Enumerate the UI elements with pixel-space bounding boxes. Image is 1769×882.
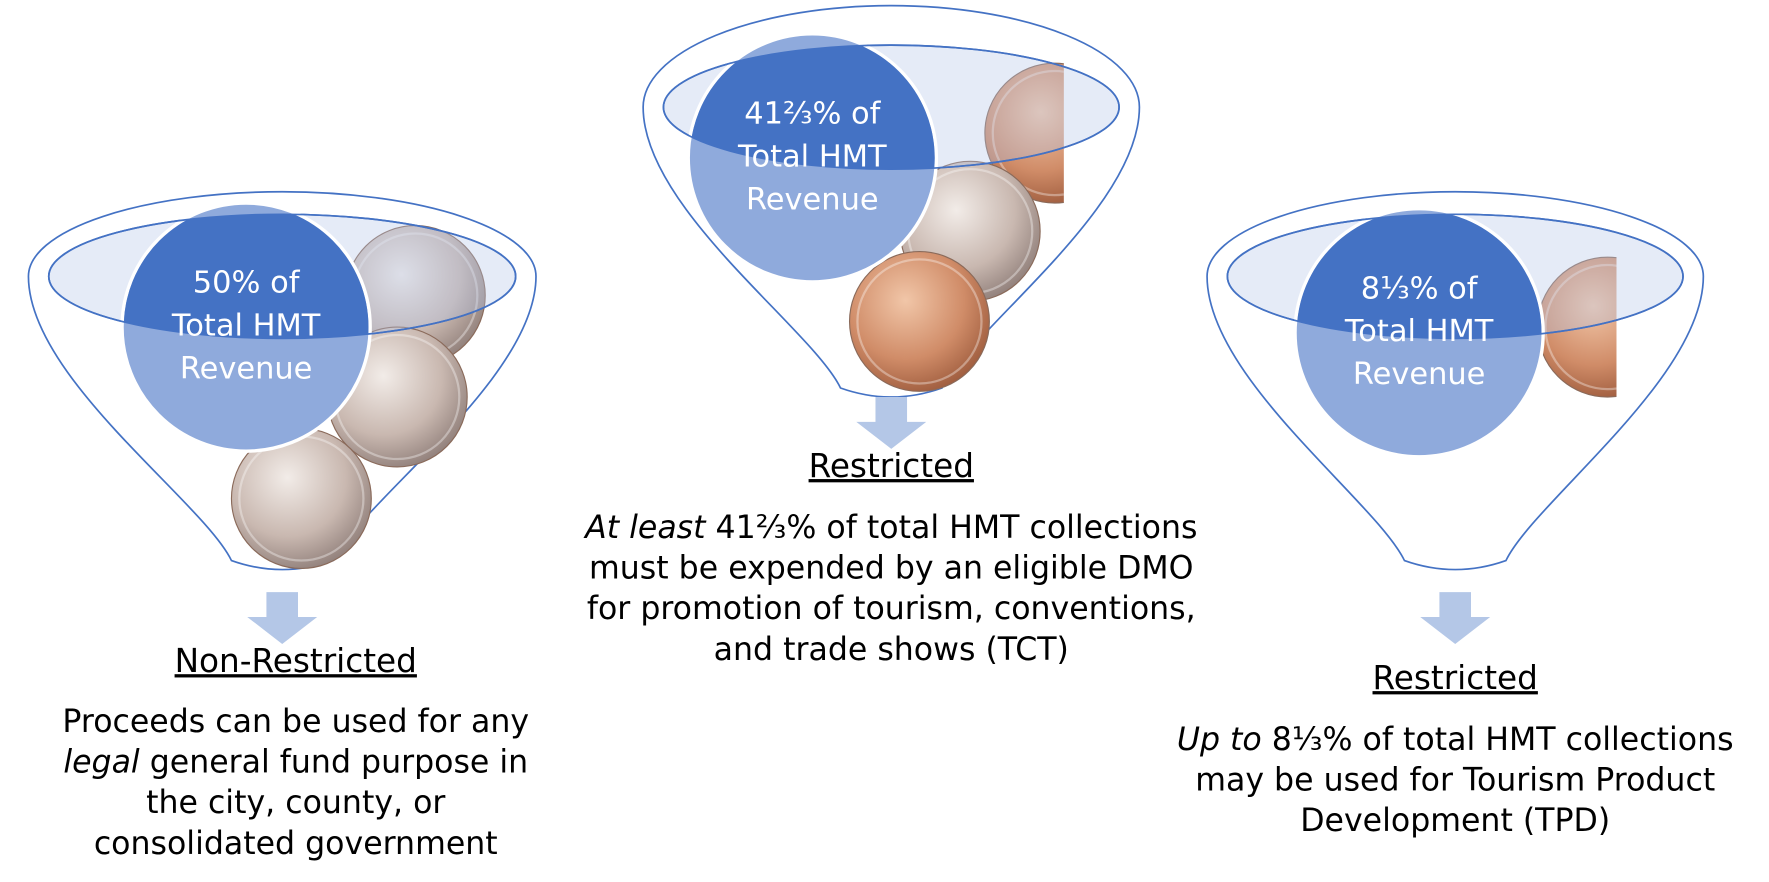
coin-rim [1544,263,1617,391]
description: Up to 8⅓% of total HMT collections may b… [1139,720,1769,842]
description-text: Proceeds can be used for any [62,702,530,740]
arrow [247,592,318,645]
circle-label: 50% of [193,266,301,301]
description-box: Proceeds can be used for any legal gener… [59,702,533,864]
description-text: legal [63,743,140,781]
funnel-rim-line [1226,213,1684,340]
coin-rim [856,258,983,385]
funnel-panel: 50% of Total HMT Revenue Non-Restricted Proc… [27,190,537,864]
funnel-panel: 8⅓% of Total HMT Revenue Restricted Up to 8⅓… [1139,190,1769,842]
coins [848,62,1064,392]
coins [1536,256,1617,398]
circle-label: Revenue [1353,357,1486,392]
arrow [1420,592,1491,645]
heading: Restricted [1373,659,1538,697]
description-text: At least [585,508,706,546]
description: At least 41⅔% of total HMT collections m… [575,508,1207,670]
share-circle-top [689,45,935,170]
funnel-panel: 41⅔% of Total HMT Revenue Restricted At leas… [575,4,1207,670]
description-text: 41⅔% of total HMT collections must be ex… [586,508,1198,668]
description-box: At least 41⅔% of total HMT collections m… [575,508,1207,670]
description-text: general fund purpose in the city, county… [93,743,529,862]
circle-label: Total HMT [737,139,887,174]
circle-label: 8⅓% of [1361,271,1479,306]
funnel-rim-line [47,213,517,340]
share-circle-top [123,214,369,339]
heading: Non-Restricted [175,642,417,680]
description-text: Up to [1176,720,1262,758]
circle-label: Revenue [180,351,313,386]
share-circle-top [1296,214,1542,339]
arrow [856,397,927,449]
coin [848,250,990,392]
description-box: Up to 8⅓% of total HMT collections may b… [1139,720,1769,842]
circle-label: Total HMT [171,309,321,344]
funnel-rim-line [662,44,1120,171]
coin-rim [991,69,1064,197]
circle-label: Total HMT [1344,314,1494,349]
circle-label: 41⅔% of [744,97,881,132]
description-text: 8⅓% of total HMT collections may be used… [1195,720,1734,840]
heading: Restricted [809,447,974,485]
description: Proceeds can be used for any legal gener… [59,702,533,864]
circle-label: Revenue [746,182,879,217]
